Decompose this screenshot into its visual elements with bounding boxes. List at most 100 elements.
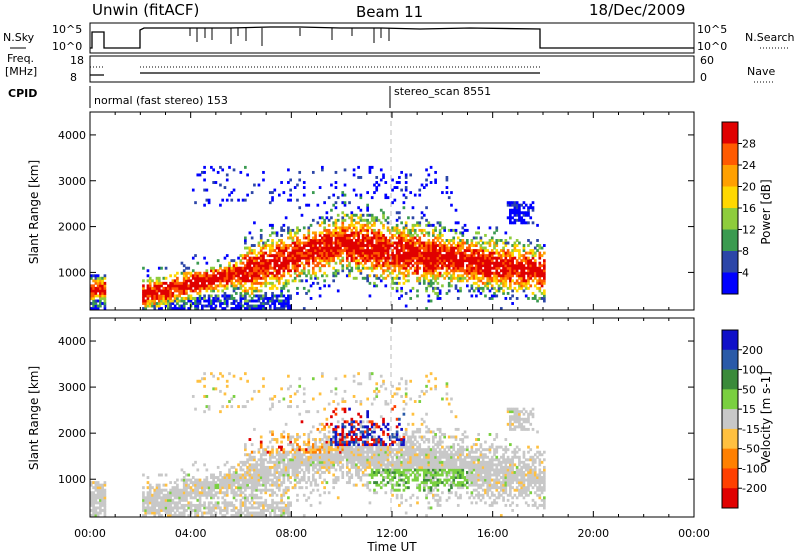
velocity-cell <box>255 494 258 497</box>
power-cell <box>423 214 426 217</box>
velocity-cell <box>341 398 344 401</box>
power-colorbar-label: Power [dB] <box>759 179 773 244</box>
velocity-cell <box>273 509 276 512</box>
velocity-cell <box>226 491 229 494</box>
power-cell <box>493 231 496 234</box>
power-cell <box>452 272 455 275</box>
power-cell <box>353 254 356 257</box>
velocity-cell <box>196 512 199 515</box>
power-cell <box>398 176 401 179</box>
power-cell <box>255 279 258 282</box>
power-cell <box>283 252 286 255</box>
velocity-cell <box>246 461 249 464</box>
power-cell <box>221 168 224 171</box>
power-cell <box>348 236 351 239</box>
power-cell <box>405 226 408 229</box>
power-cell <box>461 267 464 270</box>
power-cell <box>525 294 528 297</box>
colorbar-swatch <box>722 144 738 166</box>
power-cell <box>310 224 313 227</box>
power-cell <box>169 289 172 292</box>
power-cell <box>396 289 399 292</box>
power-cell <box>271 282 274 285</box>
power-cell <box>425 277 428 280</box>
power-cell <box>439 272 442 275</box>
power-cell <box>335 274 338 277</box>
velocity-cell <box>203 377 206 380</box>
velocity-cell <box>346 463 349 466</box>
power-cell <box>380 231 383 234</box>
velocity-cell <box>210 372 213 375</box>
velocity-cell <box>287 486 290 489</box>
power-cell <box>432 224 435 227</box>
power-cell <box>328 284 331 287</box>
power-cell <box>437 282 440 285</box>
power-cell <box>491 259 494 262</box>
velocity-cell <box>375 481 378 484</box>
power-cell <box>301 262 304 265</box>
velocity-cell <box>355 436 358 439</box>
power-cell <box>312 219 315 222</box>
power-cell <box>466 274 469 277</box>
velocity-cell <box>226 380 229 383</box>
velocity-cell <box>206 468 209 471</box>
velocity-cell <box>156 499 159 502</box>
power-cell <box>514 242 517 245</box>
power-cell <box>432 272 435 275</box>
power-cell <box>307 204 310 207</box>
power-cell <box>511 252 514 255</box>
power-cell <box>477 231 480 234</box>
velocity-cell <box>317 484 320 487</box>
power-cell <box>323 272 326 275</box>
power-cell <box>455 284 458 287</box>
velocity-cell <box>287 506 290 509</box>
power-cell <box>244 199 247 202</box>
velocity-cell <box>276 504 279 507</box>
velocity-cell <box>360 382 363 385</box>
power-cell <box>498 289 501 292</box>
power-cell <box>400 289 403 292</box>
power-cell <box>366 191 369 194</box>
power-cell <box>203 179 206 182</box>
power-cell <box>190 272 193 275</box>
velocity-cell <box>203 489 206 492</box>
power-cell <box>461 234 464 237</box>
power-cell <box>264 277 267 280</box>
power-cell <box>466 239 469 242</box>
power-cell <box>341 267 344 270</box>
power-cell <box>464 277 467 280</box>
power-cell <box>405 173 408 176</box>
power-cell <box>387 259 390 262</box>
power-cell <box>280 234 283 237</box>
power-cell <box>504 284 507 287</box>
power-cell <box>298 264 301 267</box>
velocity-cell <box>226 461 229 464</box>
power-cell <box>341 191 344 194</box>
power-cell <box>495 226 498 229</box>
power-cell <box>239 302 242 305</box>
power-cell <box>511 254 514 257</box>
velocity-cell <box>244 448 247 451</box>
power-cell <box>439 229 442 232</box>
power-cell <box>520 216 523 219</box>
power-cell <box>301 214 304 217</box>
velocity-cell <box>319 451 322 454</box>
velocity-cell <box>341 466 344 469</box>
power-cell <box>326 216 329 219</box>
power-cell <box>396 274 399 277</box>
power-cell <box>341 259 344 262</box>
power-cell <box>486 249 489 252</box>
power-cell <box>242 305 245 308</box>
power-cell <box>262 305 265 308</box>
freq-trace <box>90 73 540 75</box>
velocity-cell <box>350 436 353 439</box>
power-cell <box>373 229 376 232</box>
velocity-cell <box>310 430 313 433</box>
power-cell <box>434 171 437 174</box>
power-cell <box>255 254 258 257</box>
velocity-cell <box>287 453 290 456</box>
power-cell <box>185 289 188 292</box>
power-cell <box>511 279 514 282</box>
velocity-cell <box>287 474 290 477</box>
velocity-cell <box>149 491 152 494</box>
